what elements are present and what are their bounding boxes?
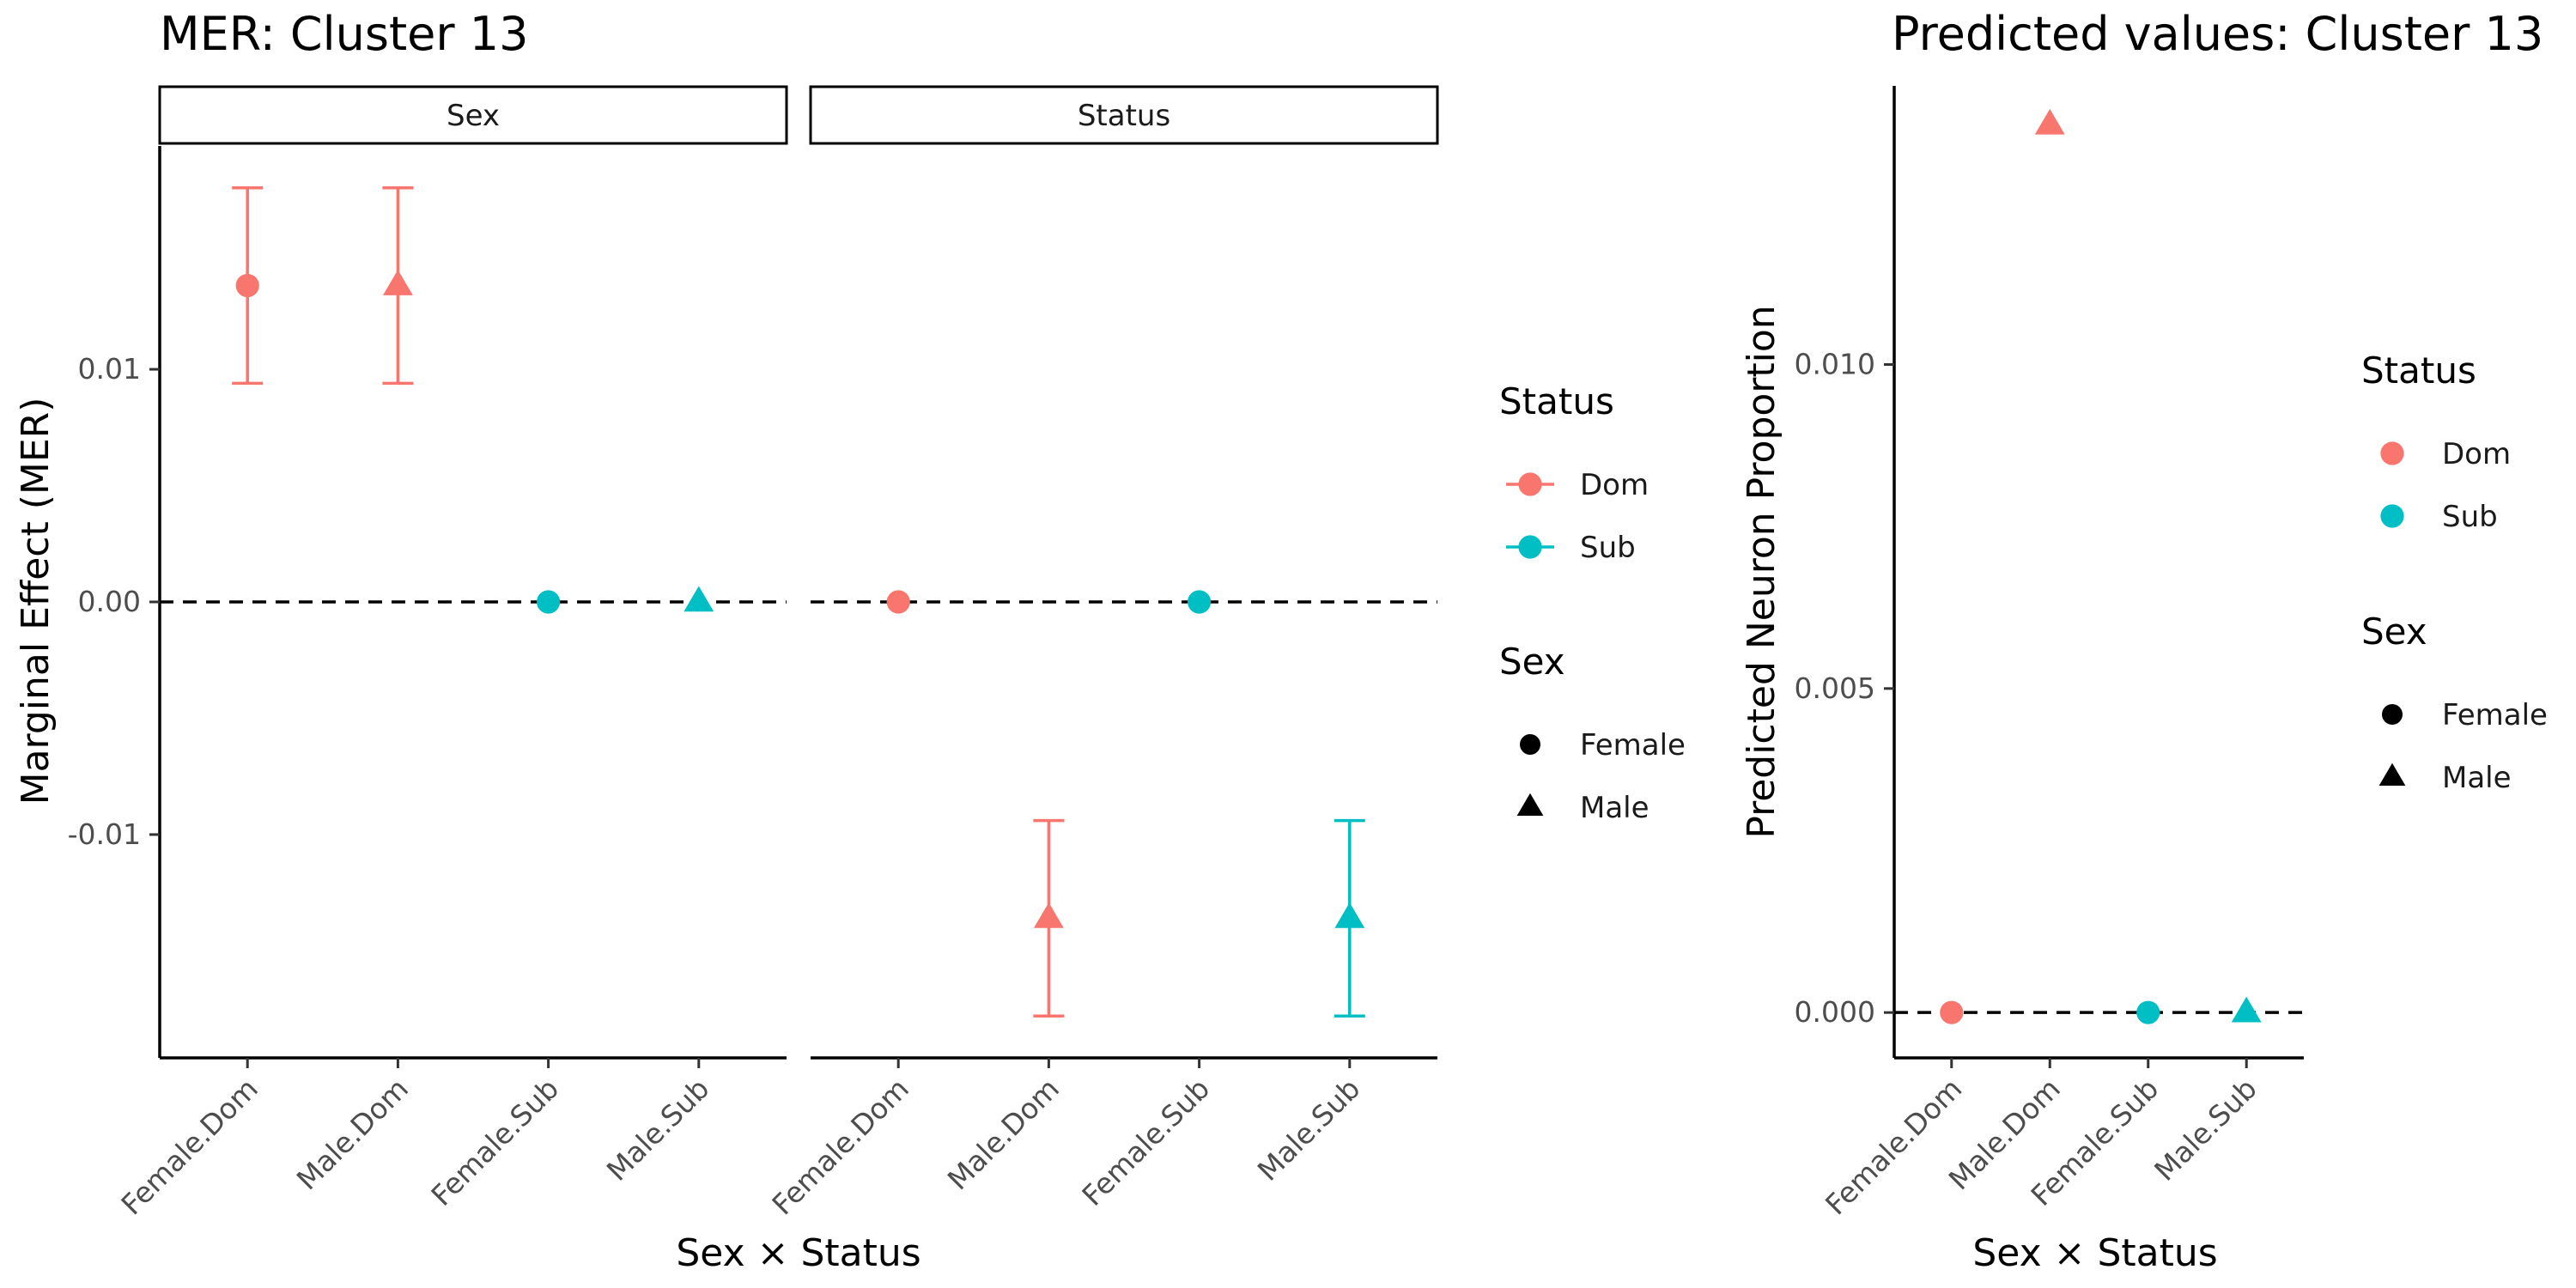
x-tick-label: Male.Sub — [1251, 1072, 1367, 1188]
data-point — [1940, 1000, 1964, 1024]
x-tick-label: Female.Dom — [1819, 1072, 1968, 1221]
x-axis-title: Sex × Status — [1972, 1231, 2217, 1275]
legend-label: Dom — [2442, 437, 2511, 471]
data-point — [382, 270, 413, 295]
y-tick-label: 0.00 — [78, 585, 141, 618]
legend-key — [1520, 734, 1540, 755]
facet-panel-sex: Sex Female.Dom Male.Dom Female.Sub Male.Sub — [115, 85, 788, 1221]
data-point — [1188, 590, 1212, 614]
y-axis: 0.01 0.00 -0.01 — [68, 146, 161, 1058]
data-point — [683, 586, 714, 612]
y-tick-label: 0.010 — [1795, 348, 1875, 381]
data-point — [2231, 996, 2262, 1023]
strip-label: Sex — [447, 99, 500, 133]
data-point — [1334, 902, 1365, 928]
data-point — [2034, 108, 2065, 135]
x-axis-title: Sex × Status — [676, 1231, 920, 1275]
x-tick-label: Female.Sub — [1075, 1072, 1216, 1212]
legend-label: Sub — [2442, 500, 2498, 534]
y-axis-title: Predicted Neuron Proportion — [1740, 305, 1783, 838]
strip-box — [809, 85, 1439, 145]
legend-label: Sub — [1580, 531, 1636, 565]
plot-panel: 0.0100.0050.000Female.DomMale.DomFemale.… — [1795, 86, 2304, 1221]
legend-key — [2379, 762, 2406, 786]
chart-title: Predicted values: Cluster 13 — [1892, 7, 2543, 61]
legend-key — [2380, 441, 2404, 465]
legend-key — [1516, 793, 1544, 816]
strip-box — [158, 85, 788, 145]
legend-label: Female — [2442, 698, 2548, 732]
y-tick-label: -0.01 — [68, 817, 141, 851]
y-tick-label: 0.01 — [78, 352, 141, 386]
x-tick-label: Male.Dom — [941, 1072, 1066, 1196]
y-tick-label: 0.005 — [1795, 671, 1875, 705]
facet-panel-status: Status Female.Dom Male.Dom Female.Sub Male.S… — [766, 85, 1439, 1221]
y-axis-title: Marginal Effect (MER) — [14, 398, 58, 805]
legend-label: Female — [1580, 728, 1686, 762]
legend-title: Status — [1499, 380, 1614, 422]
x-tick-label: Female.Dom — [766, 1072, 915, 1221]
y-tick-label: 0.000 — [1795, 995, 1875, 1029]
legend-title: Sex — [2361, 611, 2427, 653]
legend-label: Male — [1580, 791, 1649, 825]
legend-label: Male — [2442, 761, 2512, 795]
legend: Status Dom Sub Sex Female Male — [1499, 380, 1686, 825]
x-tick-label: Male.Dom — [290, 1072, 415, 1196]
chart-title: MER: Cluster 13 — [160, 7, 528, 61]
data-point — [2136, 1000, 2160, 1024]
legend-key — [2380, 504, 2404, 528]
legend-key — [2382, 704, 2403, 725]
legend-key — [1518, 535, 1542, 559]
legend: Status Dom Sub Sex Female Male — [2361, 349, 2548, 795]
x-tick-label: Female.Dom — [115, 1072, 264, 1221]
data-point — [537, 590, 561, 614]
legend-title: Status — [2361, 349, 2476, 392]
x-tick-label: Male.Sub — [2148, 1072, 2263, 1188]
legend-label: Dom — [1580, 468, 1649, 502]
x-tick-label: Male.Sub — [600, 1072, 716, 1188]
legend-title: Sex — [1499, 641, 1565, 683]
strip-label: Status — [1078, 99, 1170, 133]
data-point — [235, 273, 259, 298]
data-point — [886, 590, 910, 614]
legend-key — [1518, 472, 1542, 496]
data-point — [1033, 902, 1064, 928]
x-tick-label: Female.Sub — [424, 1072, 565, 1212]
